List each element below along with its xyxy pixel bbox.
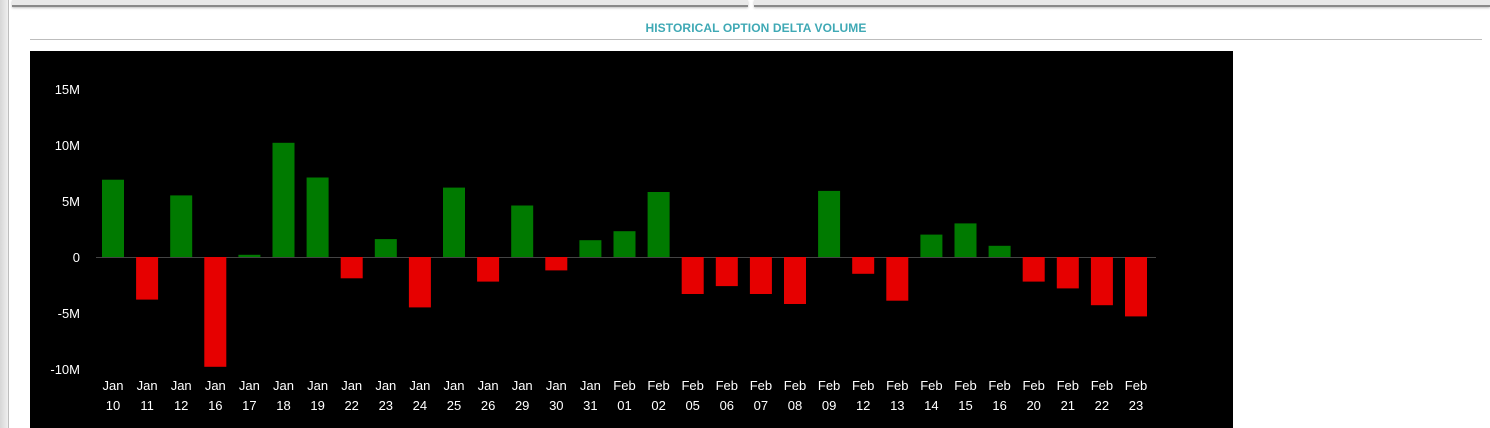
bar — [170, 195, 193, 257]
x-tick-label: Feb 13 — [886, 378, 908, 413]
bar — [1056, 257, 1079, 289]
x-tick-label: Feb 06 — [716, 378, 738, 413]
x-tick-label: Jan 18 — [273, 378, 294, 413]
y-tick-label: -10M — [50, 362, 80, 377]
bar — [920, 234, 943, 257]
x-tick-label: Feb 20 — [1022, 378, 1044, 413]
bar — [579, 240, 602, 257]
title-divider — [30, 39, 1482, 40]
bar — [886, 257, 909, 301]
x-tick-label: Jan 17 — [239, 378, 260, 413]
x-tick-label: Feb 01 — [613, 378, 635, 413]
bar — [715, 257, 738, 287]
y-tick-label: 0 — [73, 250, 80, 265]
x-tick-label: Jan 19 — [307, 378, 328, 413]
x-tick-label: Jan 12 — [171, 378, 192, 413]
x-tick-label: Jan 24 — [409, 378, 430, 413]
bar — [204, 257, 227, 367]
x-tick-label: Feb 07 — [750, 378, 772, 413]
bar — [852, 257, 875, 274]
x-tick-label: Feb 22 — [1091, 378, 1113, 413]
bar — [136, 257, 159, 300]
bar — [1125, 257, 1147, 317]
x-tick-label: Feb 23 — [1125, 378, 1147, 413]
x-tick-label: Feb 12 — [852, 378, 874, 413]
bar — [988, 245, 1011, 257]
x-tick-label: Jan 16 — [205, 378, 226, 413]
chart-canvas: 15M 10M 5M 0 -5M -10M Jan 10 Jan 11 Jan 12 Jan 16 Jan 1… — [50, 82, 1156, 413]
x-tick-label: Feb 16 — [988, 378, 1010, 413]
x-tick-label: Jan 31 — [580, 378, 601, 413]
bar — [511, 205, 534, 257]
bar — [545, 257, 568, 271]
bar — [306, 177, 329, 257]
x-tick-label: Jan 26 — [478, 378, 499, 413]
x-tick-label: Jan 11 — [137, 378, 158, 413]
bar — [443, 187, 465, 257]
bar — [272, 142, 295, 257]
x-tick-label: Feb 21 — [1057, 378, 1079, 413]
bar — [340, 257, 363, 279]
top-panel-right — [754, 0, 1490, 7]
bar — [647, 192, 670, 257]
x-tick-label: Jan 23 — [375, 378, 396, 413]
x-tick-label: Feb 05 — [681, 378, 703, 413]
x-tick-label: Jan 29 — [512, 378, 533, 413]
bar — [238, 254, 261, 257]
bar — [1022, 257, 1045, 282]
x-tick-label: Jan 30 — [546, 378, 567, 413]
delta-volume-chart: 15M 10M 5M 0 -5M -10M Jan 10 Jan 11 Jan 12 Jan 16 Jan 1… — [30, 51, 1233, 428]
bar — [477, 257, 500, 282]
bar — [681, 257, 704, 294]
x-tick-label: Feb 14 — [920, 378, 942, 413]
left-window-edge — [0, 0, 9, 428]
bar — [818, 190, 841, 257]
x-tick-label: Jan 22 — [341, 378, 362, 413]
bar — [749, 257, 772, 294]
x-tick-label: Feb 02 — [647, 378, 669, 413]
x-tick-label: Jan 25 — [444, 378, 465, 413]
x-tick-label: Feb 15 — [954, 378, 976, 413]
bar — [1090, 257, 1113, 306]
x-tick-label: Feb 08 — [784, 378, 806, 413]
y-tick-label: 10M — [55, 138, 80, 153]
y-tick-label: 5M — [62, 194, 80, 209]
section-title: HISTORICAL OPTION DELTA VOLUME — [645, 21, 867, 35]
bar — [374, 239, 397, 257]
bar — [954, 223, 977, 257]
bar — [408, 257, 431, 308]
bar — [613, 231, 636, 257]
y-tick-label: 15M — [55, 82, 80, 97]
x-tick-label: Feb 09 — [818, 378, 840, 413]
x-tick-label: Jan 10 — [103, 378, 124, 413]
top-panel-left — [12, 0, 748, 7]
bar — [784, 257, 806, 304]
bar — [102, 179, 124, 257]
y-tick-label: -5M — [58, 306, 80, 321]
